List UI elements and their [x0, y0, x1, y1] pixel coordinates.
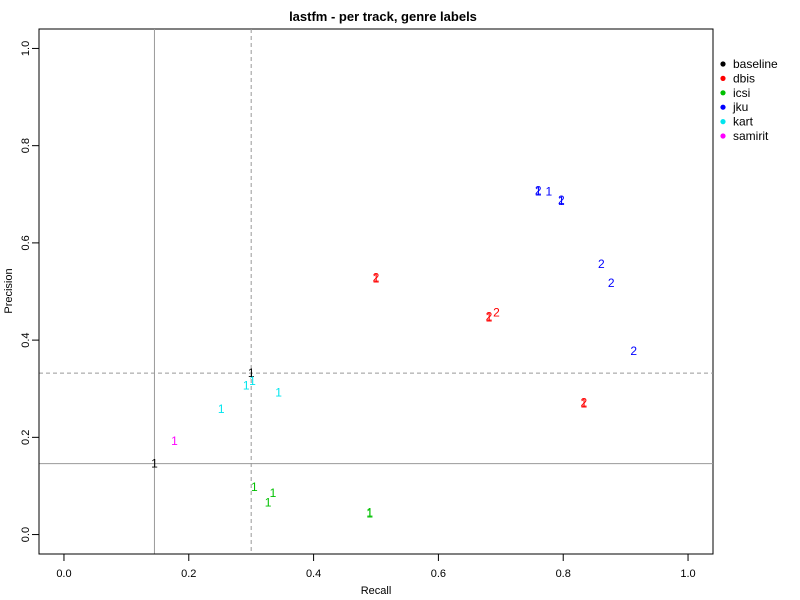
x-tick-label: 1.0	[680, 568, 695, 580]
data-point-jku: 2	[608, 276, 615, 290]
legend-marker	[720, 104, 726, 110]
legend-marker	[720, 61, 726, 67]
legend-item-kart: kart	[720, 115, 754, 129]
data-point-jku: 2	[598, 257, 605, 271]
data-point-dbis: 2	[373, 270, 380, 284]
data-point-kart: 1	[243, 378, 250, 392]
data-point-dbis: 1	[373, 271, 380, 285]
legend-marker	[720, 119, 726, 125]
data-point-icsi: 1	[265, 495, 272, 509]
data-point-dbis: 2	[580, 395, 587, 409]
legend-label: dbis	[733, 71, 755, 85]
y-tick-label: 1.0	[20, 41, 32, 56]
y-axis: 0.0 0.2 0.4 0.6 0.8 1.0	[20, 41, 40, 542]
data-point-jku: 2	[535, 183, 542, 197]
data-point-icsi: 1	[270, 486, 277, 500]
legend-marker	[720, 75, 726, 81]
y-tick-label: 0.4	[20, 332, 32, 347]
data-point-samirit: 1	[171, 434, 178, 448]
legend-marker	[720, 133, 726, 139]
x-tick-label: 0.0	[56, 568, 71, 580]
series-baseline: 11	[151, 366, 255, 470]
data-point-jku: 1	[558, 194, 565, 208]
legend-item-icsi: icsi	[720, 86, 750, 100]
y-tick-label: 0.6	[20, 235, 32, 250]
x-tick-label: 0.2	[181, 568, 196, 580]
data-point-kart: 1	[218, 402, 225, 416]
data-point-dbis: 1	[486, 310, 493, 324]
data-point-icsi: 1	[251, 480, 258, 494]
legend-item-dbis: dbis	[720, 71, 755, 85]
y-tick-label: 0.2	[20, 430, 32, 445]
series-samirit: 1	[171, 434, 178, 448]
chart-title: lastfm - per track, genre labels	[289, 9, 477, 24]
legend-item-jku: jku	[720, 100, 748, 114]
legend-label: samirit	[733, 129, 769, 143]
data-point-icsi: 1	[366, 507, 373, 521]
plot-area	[38, 28, 714, 555]
legend-label: baseline	[733, 57, 778, 71]
data-point-dbis: 1	[580, 396, 587, 410]
legend-marker	[720, 90, 726, 96]
data-point-jku: 1	[546, 184, 553, 198]
x-axis: 0.0 0.2 0.4 0.6 0.8 1.0	[56, 553, 696, 580]
x-tick-label: 0.8	[556, 568, 571, 580]
x-axis-label: Recall	[361, 585, 392, 597]
legend-label: jku	[732, 100, 748, 114]
reference-lines	[39, 29, 713, 554]
data-point-baseline: 1	[248, 366, 255, 380]
x-tick-label: 0.6	[431, 568, 446, 580]
data-point-baseline: 1	[151, 457, 158, 471]
data-point-kart: 1	[275, 386, 282, 400]
x-tick-label: 0.4	[306, 568, 321, 580]
data-point-dbis: 2	[493, 305, 500, 319]
series-kart: 1 111	[218, 374, 282, 416]
data-point-icsi: 1	[366, 506, 373, 520]
data-point-jku: 1	[535, 184, 542, 198]
y-tick-label: 0.0	[20, 527, 32, 542]
legend-item-baseline: baseline	[720, 57, 778, 71]
legend-label: kart	[733, 115, 754, 129]
y-axis-label: Precision	[3, 268, 15, 313]
legend-item-samirit: samirit	[720, 129, 769, 143]
data-point-jku: 2	[630, 344, 637, 358]
data-point-dbis: 2	[486, 309, 493, 323]
y-tick-label: 0.8	[20, 138, 32, 153]
data-point-kart: 1	[249, 374, 256, 388]
data-point-jku: 2	[558, 193, 565, 207]
legend-label: icsi	[733, 86, 750, 100]
